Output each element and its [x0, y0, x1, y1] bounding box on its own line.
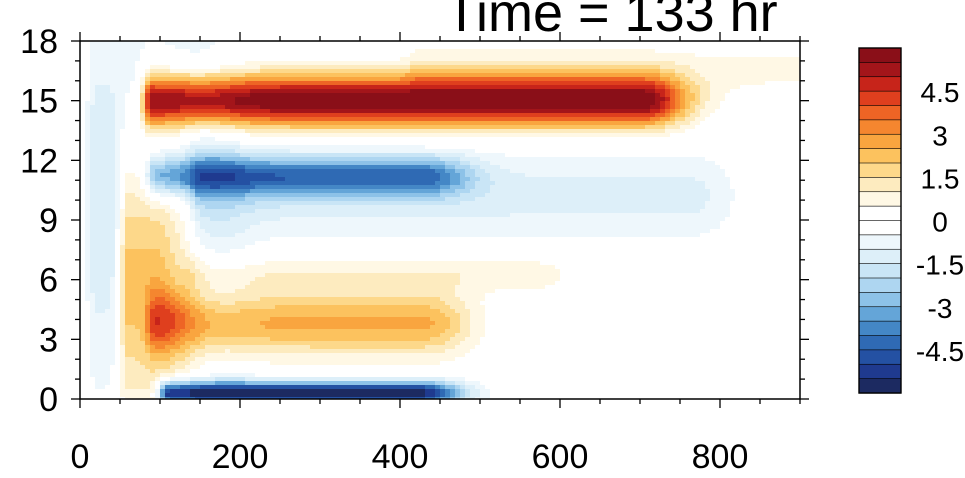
colorbar-swatch: [859, 364, 901, 379]
x-tick-label: 200: [212, 438, 269, 473]
colorbar-swatch: [859, 163, 901, 178]
y-tick-label: 3: [39, 321, 58, 359]
colorbar-swatch: [859, 177, 901, 192]
y-tick-label: 18: [20, 23, 58, 61]
chart-title: Time = 133 hr: [445, 0, 778, 40]
colorbar-label: -3: [928, 293, 953, 324]
colorbar-swatch: [859, 192, 901, 207]
y-tick-label: 9: [39, 202, 58, 240]
y-tick-label: 15: [20, 83, 58, 121]
colorbar-swatch: [859, 149, 901, 164]
colorbar-label: 1.5: [921, 163, 960, 194]
y-tick-label: 0: [39, 381, 58, 419]
colorbar-label: 4.5: [921, 77, 960, 108]
colorbar-swatch: [859, 62, 901, 77]
colorbar-swatch: [859, 206, 901, 221]
colorbar-swatch: [859, 350, 901, 365]
colorbar-swatch: [859, 48, 901, 63]
colorbar-swatch: [859, 278, 901, 293]
colorbar-swatch: [859, 221, 901, 236]
colorbar: 4.5 3 1.5 0 -1.5 -3 -4.5: [859, 48, 964, 393]
colorbar-swatch: [859, 120, 901, 135]
colorbar-swatch: [859, 134, 901, 149]
colorbar-swatch: [859, 379, 901, 394]
colorbar-swatch: [859, 106, 901, 121]
colorbar-swatch: [859, 235, 901, 250]
y-tick-label: 12: [20, 142, 58, 180]
heatmap-field: [80, 41, 801, 402]
colorbar-label: 3: [932, 120, 948, 151]
colorbar-swatch: [859, 292, 901, 307]
x-tick-label: 800: [692, 438, 749, 473]
colorbar-swatch: [859, 77, 901, 92]
colorbar-label: -1.5: [916, 250, 964, 281]
colorbar-swatch: [859, 336, 901, 351]
colorbar-swatch: [859, 264, 901, 279]
x-tick-label: 600: [532, 438, 589, 473]
colorbar-label: 0: [932, 207, 948, 238]
colorbar-swatch: [859, 307, 901, 322]
colorbar-swatch: [859, 249, 901, 264]
colorbar-swatch: [859, 321, 901, 336]
colorbar-swatch: [859, 91, 901, 106]
colorbar-label: -4.5: [916, 336, 964, 367]
x-tick-label: 400: [372, 438, 429, 473]
y-tick-label: 6: [39, 262, 58, 300]
x-tick-label: 0: [71, 438, 90, 473]
